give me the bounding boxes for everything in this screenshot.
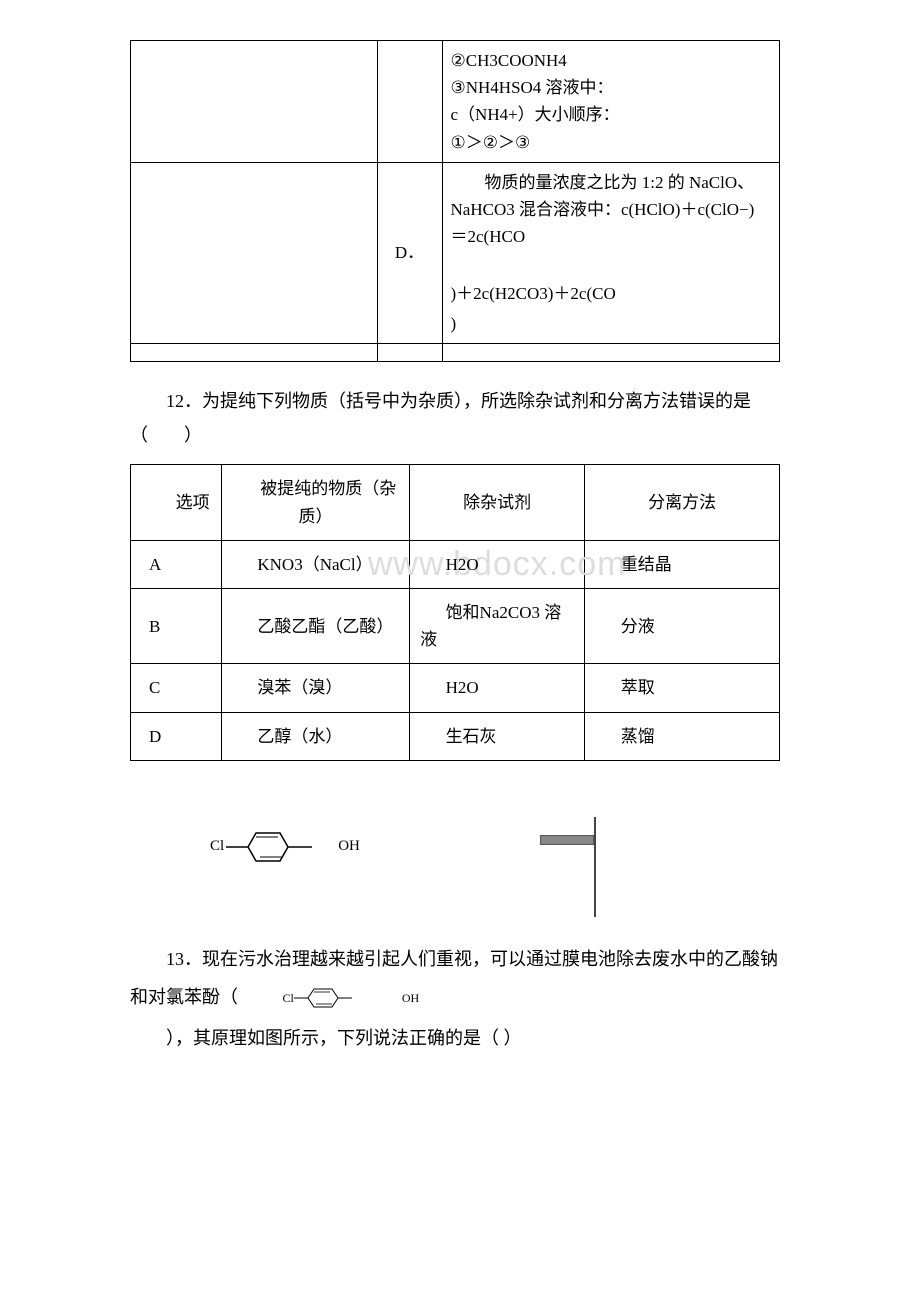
table-row: A KNO3（NaCl） www.bdocx.com H2O 重结晶: [131, 540, 780, 588]
cell-text: 重结晶: [595, 551, 769, 578]
table-row: B 乙酸乙酯（乙酸） 饱和Na2CO3 溶液 分液: [131, 589, 780, 664]
q13-part1: 13．现在污水治理越来越引起人们重视，可以通过膜电池除去废水中的乙酸钠和对氯苯酚…: [130, 949, 778, 1007]
diagram-vline: [594, 817, 596, 917]
line: )＋2c(H2CO3)＋2c(CO: [451, 284, 616, 303]
cell-reagent: 饱和Na2CO3 溶液: [410, 589, 585, 664]
table-row-empty: [131, 344, 780, 362]
cell-reagent: 生石灰: [410, 712, 585, 760]
table-row: C 溴苯（溴） H2O 萃取: [131, 664, 780, 712]
header-text: 分离方法: [648, 493, 716, 512]
cell-option: B: [131, 589, 222, 664]
question-13-cont: ），其原理如图所示，下列说法正确的是（ ）: [130, 1020, 780, 1058]
question-12-text: 12．为提纯下列物质（括号中为杂质），所选除杂试剂和分离方法错误的是（ ）: [130, 384, 780, 452]
cell-text: 生石灰: [420, 723, 574, 750]
cell-reagent: www.bdocx.com H2O: [410, 540, 585, 588]
cell-option: C: [131, 664, 222, 712]
question-13-text: 13．现在污水治理越来越引起人们重视，可以通过膜电池除去废水中的乙酸钠和对氯苯酚…: [130, 941, 780, 1017]
cell-text: KNO3（NaCl）: [232, 551, 399, 578]
cell-text: 饱和Na2CO3 溶液: [420, 599, 574, 653]
table-row: D 乙醇（水） 生石灰 蒸馏: [131, 712, 780, 760]
line: c（NH4+）大小顺序：: [451, 105, 620, 124]
header-text: 被提纯的物质（杂质）: [232, 475, 399, 529]
cell-empty: [131, 162, 378, 343]
line: ①＞②＞③: [451, 133, 531, 152]
cell-c-desc: ②CH3COONH4 ③NH4HSO4 溶液中： c（NH4+）大小顺序： ①＞…: [442, 41, 780, 163]
header-text: 选项: [149, 489, 211, 516]
table-row-c-continued: ②CH3COONH4 ③NH4HSO4 溶液中： c（NH4+）大小顺序： ①＞…: [131, 41, 780, 163]
header-option: 选项: [131, 465, 222, 540]
cell-text: 蒸馏: [595, 723, 769, 750]
cell-text: 乙醇（水）: [232, 723, 399, 750]
line: 物质的量浓度之比为 1:2 的 NaClO、NaHCO3 混合溶液中：c(HCl…: [451, 173, 755, 246]
table-ion-comparison: ②CH3COONH4 ③NH4HSO4 溶液中： c（NH4+）大小顺序： ①＞…: [130, 40, 780, 362]
cell-d-label: D．: [377, 162, 442, 343]
cell-substance: 乙酸乙酯（乙酸）: [221, 589, 409, 664]
cell-substance: 乙醇（水）: [221, 712, 409, 760]
cell-d-desc: 物质的量浓度之比为 1:2 的 NaClO、NaHCO3 混合溶液中：c(HCl…: [442, 162, 780, 343]
benzene-ring-icon: [294, 985, 366, 1011]
diagram-bar: [540, 835, 594, 845]
cell-option: D: [131, 712, 222, 760]
cell-empty: [131, 41, 378, 163]
molecule-inline: Cl OH: [247, 985, 420, 1011]
line: ③NH4HSO4 溶液中：: [451, 78, 614, 97]
molecule-cl-label: Cl: [247, 986, 294, 1011]
cell-empty: [377, 41, 442, 163]
benzene-ring-icon: [226, 827, 336, 867]
cell-text: 乙酸乙酯（乙酸）: [232, 613, 399, 640]
cell-text: 萃取: [595, 674, 769, 701]
header-reagent: 除杂试剂: [410, 465, 585, 540]
header-method: 分离方法: [585, 465, 780, 540]
cell-text: H2O: [420, 674, 574, 701]
cell-reagent: H2O: [410, 664, 585, 712]
molecule-diagram-large: Cl OH: [210, 821, 780, 931]
cell-empty: [131, 344, 378, 362]
table-header-row: 选项 被提纯的物质（杂质） 除杂试剂 分离方法: [131, 465, 780, 540]
line: ②CH3COONH4: [451, 51, 567, 70]
cell-text: 溴苯（溴）: [232, 674, 399, 701]
table-purification: 选项 被提纯的物质（杂质） 除杂试剂 分离方法 A KNO3（NaCl） www…: [130, 464, 780, 760]
header-substance: 被提纯的物质（杂质）: [221, 465, 409, 540]
cell-text: 分液: [595, 613, 769, 640]
cell-text: H2O: [420, 551, 574, 578]
cell-method: 分液: [585, 589, 780, 664]
molecule-oh-label: OH: [366, 986, 419, 1011]
header-text: 除杂试剂: [463, 493, 531, 512]
cell-substance: 溴苯（溴）: [221, 664, 409, 712]
cell-method: 萃取: [585, 664, 780, 712]
molecule-oh-label: OH: [338, 838, 360, 855]
line: ): [451, 314, 457, 333]
table-row-d: D． 物质的量浓度之比为 1:2 的 NaClO、NaHCO3 混合溶液中：c(…: [131, 162, 780, 343]
cell-substance: KNO3（NaCl）: [221, 540, 409, 588]
cell-option: A: [131, 540, 222, 588]
molecule-cl-label: Cl: [210, 838, 224, 855]
cell-empty: [377, 344, 442, 362]
cell-method: 蒸馏: [585, 712, 780, 760]
cell-empty: [442, 344, 780, 362]
cell-method: 重结晶: [585, 540, 780, 588]
